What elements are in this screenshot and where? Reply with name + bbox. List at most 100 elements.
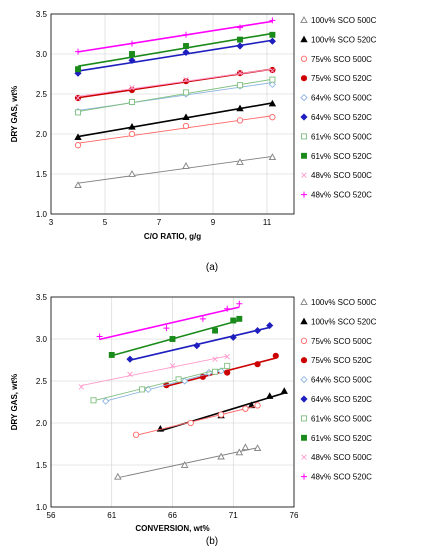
y-tick-label: 2.0 xyxy=(36,419,48,428)
data-point xyxy=(224,362,231,369)
x-axis-title: CONVERSION, wt% xyxy=(135,524,209,533)
data-point xyxy=(268,153,277,161)
series-9 xyxy=(75,17,276,55)
series-1 xyxy=(156,387,288,432)
data-point xyxy=(75,48,81,55)
x-axis-title: C/O RATIO, g/g xyxy=(144,232,201,241)
data-point xyxy=(224,369,231,376)
data-point xyxy=(182,113,190,120)
data-point xyxy=(224,305,231,312)
data-point xyxy=(236,42,244,50)
data-point xyxy=(272,352,279,359)
plot-frame xyxy=(50,13,295,215)
data-point xyxy=(269,68,276,74)
trendline xyxy=(129,326,270,361)
y-axis-title: DRY GAS, wt% xyxy=(10,374,19,430)
data-point xyxy=(241,443,250,451)
data-point xyxy=(175,376,182,383)
x-tick-label: 9 xyxy=(211,218,216,227)
legend-label: 48v% SCO 520C xyxy=(311,473,372,482)
data-point xyxy=(280,387,288,394)
legend-marker xyxy=(300,375,308,384)
data-point xyxy=(236,158,244,165)
data-point xyxy=(247,401,256,409)
data-point xyxy=(236,82,243,89)
series-8 xyxy=(78,353,230,390)
data-point xyxy=(129,40,135,47)
x-tick-label: 11 xyxy=(263,218,272,227)
data-point xyxy=(74,133,82,141)
figure-caption: (b) xyxy=(206,536,218,547)
legend-marker xyxy=(300,16,308,23)
series-0 xyxy=(74,153,277,189)
legend-marker xyxy=(300,93,308,102)
data-point xyxy=(182,122,190,130)
legend-marker xyxy=(301,415,308,422)
data-point xyxy=(212,368,219,375)
data-point xyxy=(128,130,136,138)
data-point xyxy=(236,315,243,322)
legend-label: 75v% SCO 520C xyxy=(311,74,372,83)
legend-marker xyxy=(300,113,308,121)
legend-label: 64v% SCO 520C xyxy=(311,395,372,404)
y-tick-label: 1.0 xyxy=(36,503,48,512)
legend-label: 61v% SCO 520C xyxy=(311,152,372,161)
x-tick-label: 3 xyxy=(49,218,54,227)
data-point xyxy=(128,98,135,105)
trendline xyxy=(77,39,273,72)
series-1 xyxy=(74,99,277,141)
data-point xyxy=(224,353,230,360)
y-tick-label: 3.0 xyxy=(36,335,48,344)
x-tick-label: 66 xyxy=(168,511,177,520)
x-tick-label: 7 xyxy=(157,218,162,227)
legend-marker xyxy=(301,473,307,480)
series-6 xyxy=(90,362,231,404)
trendline xyxy=(99,306,240,341)
legend-label: 48v% SCO 500C xyxy=(311,171,372,180)
trendline xyxy=(135,405,258,436)
legend-label: 61v% SCO 500C xyxy=(311,132,372,141)
data-point xyxy=(217,411,225,418)
data-point xyxy=(102,397,110,405)
data-point xyxy=(180,461,189,468)
data-point xyxy=(75,95,81,101)
legend-label: 48v% SCO 500C xyxy=(311,453,372,462)
data-point xyxy=(253,327,262,335)
trendline xyxy=(111,319,240,357)
plot-frame xyxy=(50,296,295,508)
trendline xyxy=(117,447,258,479)
data-point xyxy=(75,66,81,73)
data-point xyxy=(199,315,206,322)
y-axis-title: DRY GAS, wt% xyxy=(10,86,19,142)
x-tick-label: 71 xyxy=(229,511,238,520)
legend-label: 100v% SCO 500C xyxy=(311,16,377,25)
data-point xyxy=(169,336,176,342)
data-point xyxy=(74,142,82,149)
data-point xyxy=(183,76,189,83)
figure-caption: (a) xyxy=(206,262,218,273)
legend-marker xyxy=(301,133,308,140)
legend-label: 75v% SCO 500C xyxy=(311,55,372,64)
data-point xyxy=(78,384,85,390)
legend-label: 64v% SCO 500C xyxy=(311,94,372,103)
legend-label: 100v% SCO 520C xyxy=(311,317,377,326)
data-point xyxy=(235,448,244,456)
data-point xyxy=(229,333,237,341)
data-point xyxy=(269,76,276,83)
data-point xyxy=(127,371,133,377)
y-tick-label: 2.5 xyxy=(36,377,48,386)
series-4 xyxy=(102,367,225,405)
data-point xyxy=(90,397,97,404)
data-point xyxy=(108,352,115,358)
y-tick-label: 1.5 xyxy=(36,170,48,179)
gridlines xyxy=(50,13,294,215)
data-point xyxy=(212,356,218,362)
data-point xyxy=(181,377,189,385)
y-tick-label: 1.0 xyxy=(36,210,48,219)
series-0 xyxy=(114,443,262,480)
y-tick-label: 2.0 xyxy=(36,130,48,139)
data-point xyxy=(269,17,276,24)
legend: 100v% SCO 500C 100v% SCO 520C 75v% SCO 500… xyxy=(300,16,377,200)
trendline xyxy=(77,20,273,53)
